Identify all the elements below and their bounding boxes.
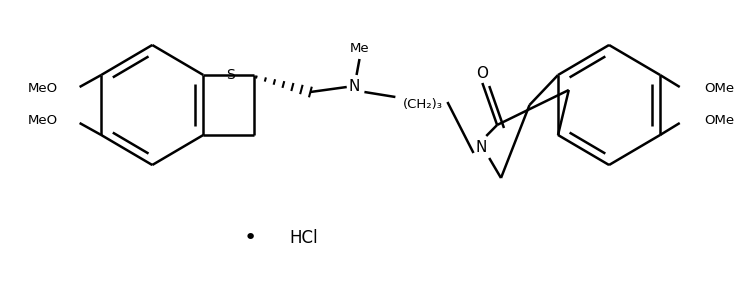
Text: S: S: [226, 68, 235, 82]
Text: HCl: HCl: [290, 229, 319, 247]
Text: N: N: [476, 140, 487, 155]
Text: •: •: [244, 228, 257, 248]
Text: Me: Me: [350, 42, 370, 56]
Text: MeO: MeO: [28, 83, 58, 96]
Text: OMe: OMe: [704, 83, 735, 96]
Text: MeO: MeO: [28, 114, 58, 128]
Text: (CH₂)₃: (CH₂)₃: [403, 99, 443, 112]
Text: OMe: OMe: [704, 114, 735, 128]
Text: O: O: [477, 65, 488, 80]
Text: N: N: [349, 80, 361, 94]
